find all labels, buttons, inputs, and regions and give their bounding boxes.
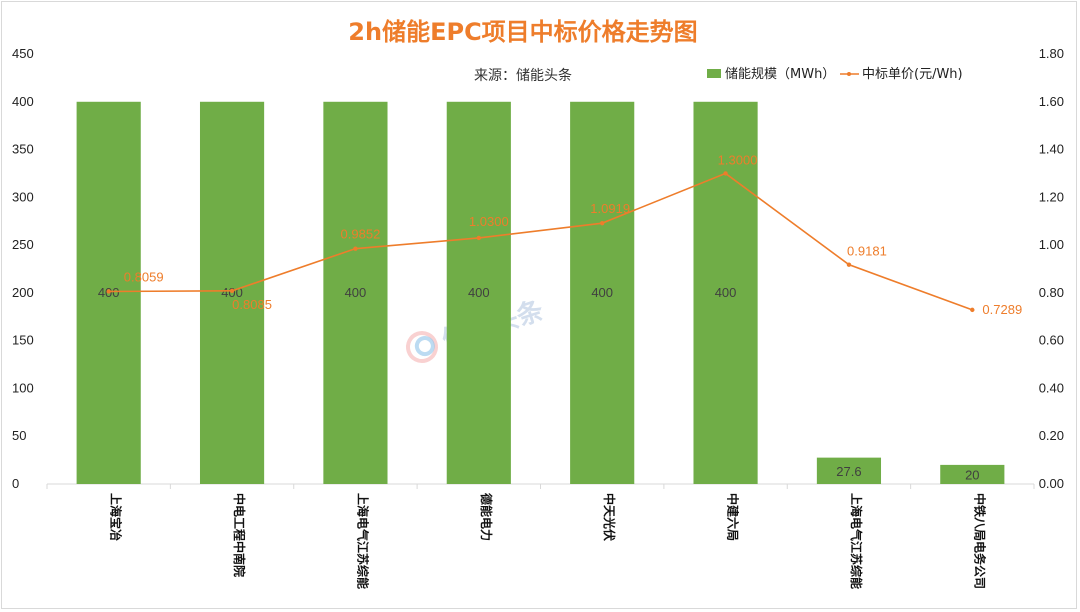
- category-label: 中电工程中南院: [232, 493, 247, 577]
- line-value-label: 0.9852: [341, 227, 381, 242]
- y-left-tick-label: 100: [12, 380, 34, 395]
- line-point: [476, 235, 482, 241]
- line-data-labels: 0.8059 0.8085 0.9852 1.0300 1.0919 1.3000 0.91…: [124, 152, 1022, 316]
- price-line: [108, 172, 973, 311]
- chart-subtitle: 来源：储能头条: [474, 67, 572, 84]
- line-point: [353, 246, 358, 251]
- y-right-tick-label: 0.20: [1039, 428, 1064, 443]
- y-right-tick-label: 0.80: [1039, 285, 1064, 300]
- bar: [940, 464, 1005, 484]
- legend-bar-label: 储能规模（MWh）: [725, 67, 835, 82]
- line-value-label: 0.8059: [124, 269, 164, 284]
- y-left-tick-label: 150: [12, 333, 34, 348]
- y-right-tick-label: 0.00: [1039, 476, 1064, 491]
- line-value-label: 0.7289: [982, 302, 1022, 317]
- bar-value-label: 400: [591, 285, 613, 300]
- legend-line-marker: [847, 72, 851, 76]
- y-right-tick-label: 1.40: [1039, 142, 1064, 157]
- y-left-tick-label: 0: [12, 476, 19, 491]
- y-left-tick-label: 200: [12, 285, 34, 300]
- line-point: [970, 307, 975, 313]
- bar-value-label: 400: [345, 285, 367, 300]
- line-value-label: 0.9181: [847, 244, 887, 259]
- axes: 0 50 100 150 200 250 300 350 400 450 0.00 0.20 0.40 0…: [12, 46, 1064, 491]
- category-label: 上海电气江苏综能: [849, 493, 864, 589]
- y-right-tick-label: 0.60: [1039, 333, 1064, 348]
- y-left-tick-label: 50: [12, 428, 26, 443]
- bar: [446, 101, 511, 485]
- bar-value-label: 400: [468, 285, 490, 300]
- line-value-label: 1.0300: [469, 214, 509, 229]
- y-left-tick-label: 300: [12, 189, 34, 204]
- y-right-tick-label: 1.80: [1039, 46, 1064, 61]
- bar-value-label: 20: [965, 467, 979, 482]
- line-value-label: 1.3000: [718, 152, 758, 167]
- y-right-tick-label: 1.00: [1039, 237, 1064, 252]
- line-value-label: 1.0919: [590, 201, 630, 216]
- line-value-label: 0.8085: [232, 297, 272, 312]
- category-label: 上海宝冶: [109, 493, 124, 541]
- legend-line-label: 中标单价(元/Wh): [862, 67, 963, 82]
- line-series: [106, 171, 975, 313]
- y-left-tick-label: 400: [12, 94, 34, 109]
- y-left-tick-label: 250: [12, 237, 34, 252]
- category-label: 中铁八局电务公司: [972, 493, 987, 589]
- category-label: 上海电气江苏综能: [355, 493, 370, 589]
- category-label: 中建六局: [726, 493, 741, 541]
- chart-title: 2h储能EPC项目中标价格走势图: [348, 18, 697, 46]
- category-label: 德能电力: [479, 493, 494, 541]
- bar: [693, 101, 758, 485]
- bar: [570, 101, 635, 485]
- bar-series: [76, 101, 1005, 485]
- bar-value-label: 27.6: [836, 464, 861, 479]
- watermark-logo-icon: [406, 331, 438, 363]
- line-point: [599, 220, 605, 226]
- category-labels: 上海宝冶 中电工程中南院 上海电气江苏综能 德能电力 中天光伏 中建六局 上海电气江苏综能 中…: [109, 493, 988, 589]
- line-point: [846, 262, 852, 267]
- line-point: [106, 289, 111, 294]
- legend-bar-swatch: [707, 69, 721, 78]
- bar: [816, 457, 882, 484]
- watermark-logo-inner-icon: [414, 336, 435, 357]
- y-right-tick-label: 1.20: [1039, 189, 1064, 204]
- category-label: 中天光伏: [602, 493, 617, 541]
- line-point: [229, 288, 235, 294]
- bar-value-label: 400: [715, 285, 737, 300]
- y-left-tick-label: 450: [12, 46, 34, 61]
- bar: [323, 101, 388, 485]
- line-point: [723, 171, 728, 176]
- chart-legend: 储能规模（MWh） 中标单价(元/Wh): [707, 67, 963, 82]
- y-left-tick-label: 350: [12, 142, 34, 157]
- y-right-tick-label: 1.60: [1039, 94, 1064, 109]
- y-right-tick-label: 0.40: [1039, 380, 1064, 395]
